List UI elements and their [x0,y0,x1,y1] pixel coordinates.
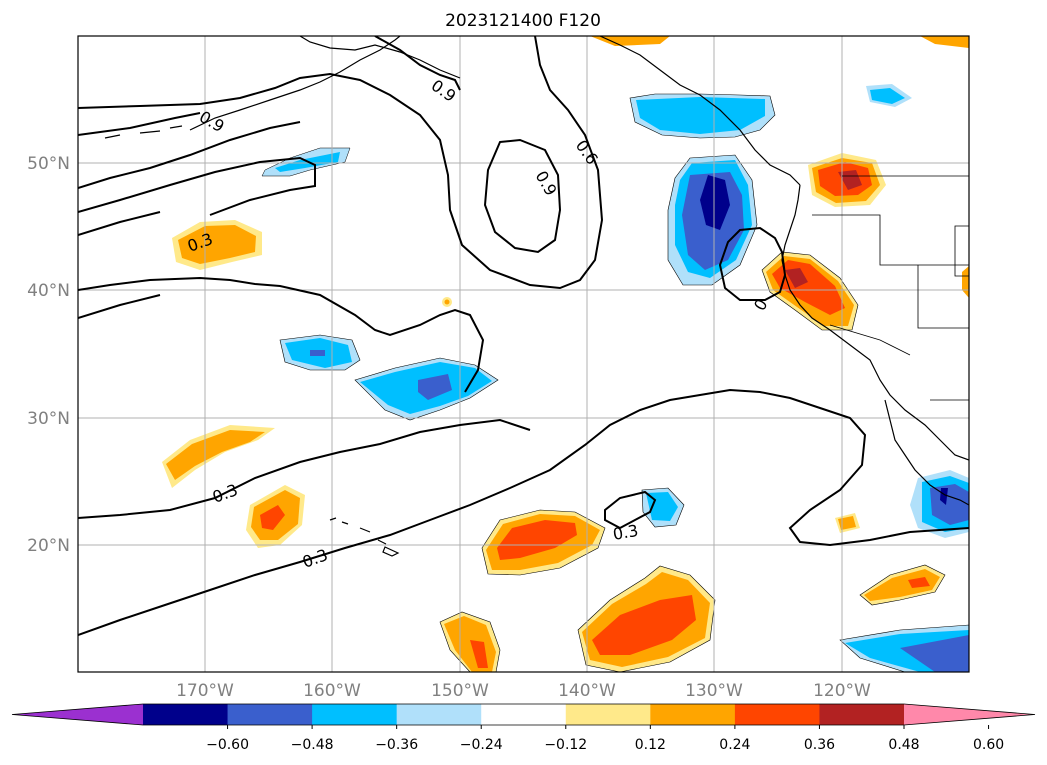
lon-label: 130°W [685,681,743,701]
colorbar-segment [396,704,482,725]
colorbar-tick-label: 0.12 [635,737,666,753]
colorbar-tick-label: 0.48 [888,737,919,753]
colorbar-tick-label: −0.12 [544,737,587,753]
colorbar-tick-label: −0.48 [291,737,334,753]
colorbar-segment [819,704,905,725]
lon-label: 120°W [813,681,871,701]
contour-label: 0.3 [611,521,639,544]
colorbar-tick-label: 0.60 [973,737,1004,753]
lon-label: 160°W [303,681,361,701]
map-title: 2023121400 F120 [445,11,601,31]
colorbar-tick-label: −0.36 [375,737,418,753]
colorbar-outline [11,703,1036,726]
colorbar-segment [481,704,567,725]
colorbar-tick-label: 0.24 [719,737,750,753]
lat-label: 30°N [27,409,70,429]
colorbar: −0.60 −0.48 −0.36 −0.24 −0.12 0.12 0.24 0.36 0.4… [11,703,1036,753]
colorbar-tick-label: 0.36 [804,737,835,753]
colorbar-tick-label: −0.60 [206,737,249,753]
lon-label: 150°W [431,681,489,701]
longitude-labels: 170°W 160°W 150°W 140°W 130°W 120°W [176,681,871,701]
contour-lines [78,36,969,636]
colorbar-tick-label: −0.24 [460,737,503,753]
colorbar-segment [734,704,820,725]
colorbar-segment [565,704,651,725]
colorbar-segment [227,704,313,725]
gridlines [78,36,969,672]
lon-label: 140°W [558,681,616,701]
state-borders [812,175,969,401]
latitude-labels: 20°N 30°N 40°N 50°N [27,154,70,556]
coastlines [104,36,969,557]
map-frame [77,35,970,673]
positive-anomaly-shading [162,36,969,672]
map-plot-area: 0.9 0.9 0.6 0.9 0.3 0 0.3 0.3 0.3 [78,36,969,672]
colorbar-segment [143,704,229,725]
lat-label: 40°N [27,281,70,301]
lat-label: 20°N [27,536,70,556]
lat-label: 50°N [27,154,70,174]
colorbar-segment [312,704,398,725]
colorbar-segment [650,704,736,725]
colorbar-extend-high [904,704,1035,725]
colorbar-extend-low [12,704,143,725]
lon-label: 170°W [176,681,234,701]
